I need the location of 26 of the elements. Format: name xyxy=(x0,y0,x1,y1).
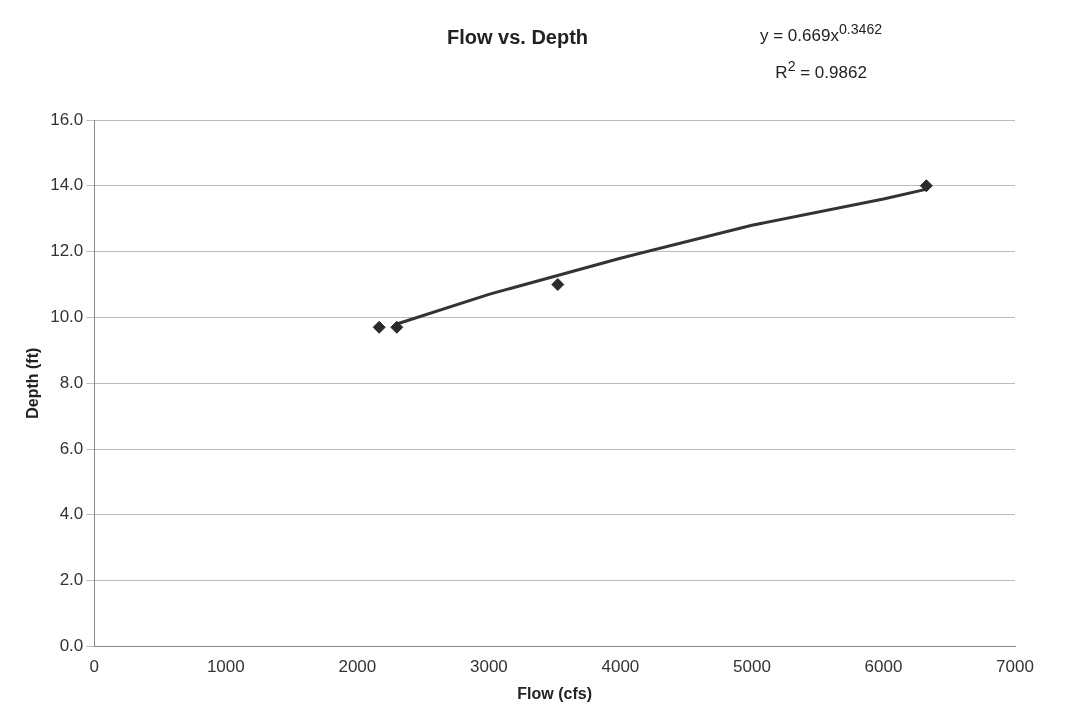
point xyxy=(919,179,933,193)
x-tick-label: 2000 xyxy=(338,657,377,677)
y-axis-title: Depth (ft) xyxy=(24,347,42,419)
y-tick-label: 6.0 xyxy=(59,438,84,458)
x-tick-label: 3000 xyxy=(469,657,508,677)
text: y = 0.669x$^{0.3462}$ xyxy=(760,20,883,47)
y-tick-label: 12.0 xyxy=(50,241,84,261)
y-tick-label: 4.0 xyxy=(59,504,84,524)
x-tick-label: 5000 xyxy=(733,657,771,677)
x-tick-label: 1000 xyxy=(206,657,245,677)
y-tick-label: 2.0 xyxy=(59,570,84,590)
chart-title: Flow vs. Depth xyxy=(446,25,589,48)
x-tick-label: 6000 xyxy=(864,657,903,677)
point xyxy=(372,320,386,334)
y-tick-label: 0.0 xyxy=(59,636,84,656)
x-tick-label: 0 xyxy=(89,657,100,677)
y-tick-label: 14.0 xyxy=(50,175,84,195)
x-axis-title: Flow (cfs) xyxy=(517,684,592,702)
x-tick-label: 4000 xyxy=(601,657,640,677)
x-tick-label: 7000 xyxy=(996,657,1034,677)
point xyxy=(551,278,565,291)
y-tick-label: 16.0 xyxy=(50,109,84,129)
point xyxy=(390,320,404,334)
y-tick-label: 8.0 xyxy=(59,372,84,392)
y-tick-label: 10.0 xyxy=(50,307,84,327)
text: R$^{2}$ = 0.9862 xyxy=(774,56,868,84)
